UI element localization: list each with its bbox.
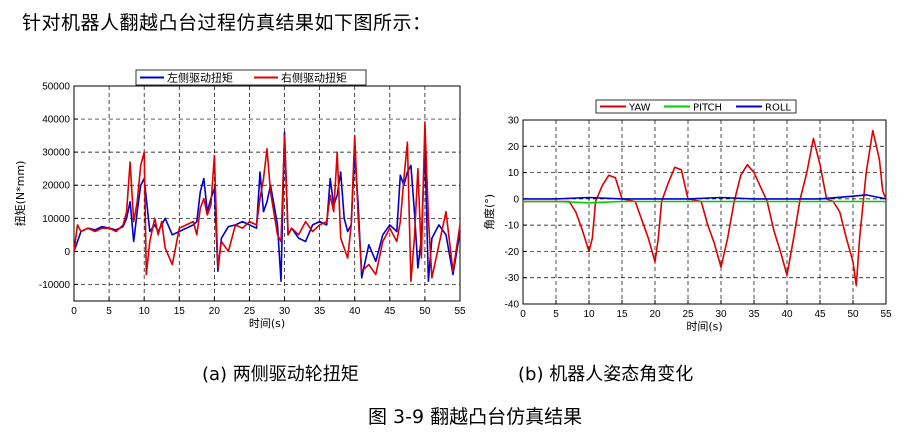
x-tick-label: 10 bbox=[139, 306, 151, 317]
x-tick-label: 45 bbox=[814, 309, 826, 320]
x-tick-label: 15 bbox=[616, 309, 628, 320]
figure-caption: 图 3-9 翻越凸台仿真结果 bbox=[368, 406, 583, 428]
x-tick-label: 30 bbox=[279, 306, 291, 317]
legend-label: YAW bbox=[628, 103, 651, 114]
y-tick-label: -40 bbox=[505, 300, 520, 311]
series-line-PITCH bbox=[523, 200, 886, 204]
y-tick-label: 40000 bbox=[42, 115, 70, 126]
x-tick-label: 35 bbox=[314, 306, 326, 317]
caption-a: (a) 两侧驱动轮扭矩 bbox=[202, 364, 359, 385]
y-tick-label: 0 bbox=[513, 194, 519, 205]
y-axis-label: 扭矩(N*mm) bbox=[13, 161, 27, 227]
series-line-YAW bbox=[523, 129, 887, 287]
legend-box bbox=[135, 69, 367, 86]
legend-label: 右侧驱动扭矩 bbox=[281, 71, 347, 85]
y-tick-label: -10000 bbox=[39, 280, 71, 291]
x-tick-label: 25 bbox=[244, 306, 256, 317]
y-tick-label: 50000 bbox=[42, 82, 70, 93]
x-tick-label: 0 bbox=[71, 306, 77, 317]
intro-text: 针对机器人翻越凸台过程仿真结果如下图所示： bbox=[22, 12, 432, 34]
x-tick-label: 55 bbox=[454, 306, 466, 317]
y-tick-label: -10 bbox=[505, 221, 520, 232]
y-axis-label: 角度(°) bbox=[482, 194, 496, 230]
y-tick-label: 10000 bbox=[42, 214, 70, 225]
x-axis-label: 时间(s) bbox=[686, 320, 722, 333]
x-tick-label: 5 bbox=[553, 309, 559, 320]
x-axis-label: 时间(s) bbox=[249, 317, 285, 330]
y-tick-label: -20 bbox=[505, 247, 520, 258]
x-tick-label: 25 bbox=[682, 309, 694, 320]
x-tick-label: 40 bbox=[349, 306, 361, 317]
series-line-ROLL bbox=[523, 194, 887, 200]
y-tick-label: 30 bbox=[508, 116, 520, 127]
x-tick-label: 50 bbox=[419, 306, 431, 317]
x-tick-label: 55 bbox=[880, 309, 892, 320]
x-tick-label: 40 bbox=[781, 309, 793, 320]
x-tick-label: 30 bbox=[715, 309, 727, 320]
x-tick-label: 35 bbox=[748, 309, 760, 320]
y-tick-label: 20000 bbox=[42, 181, 70, 192]
legend-label: ROLL bbox=[765, 103, 791, 114]
x-tick-label: 45 bbox=[384, 306, 396, 317]
caption-b: (b) 机器人姿态角变化 bbox=[518, 364, 694, 385]
x-tick-label: 15 bbox=[174, 306, 186, 317]
legend-label: PITCH bbox=[693, 103, 722, 114]
x-tick-label: 20 bbox=[209, 306, 221, 317]
x-tick-label: 5 bbox=[106, 306, 112, 317]
x-tick-label: 0 bbox=[520, 309, 526, 320]
x-tick-label: 10 bbox=[583, 309, 595, 320]
legend-label: 左侧驱动扭矩 bbox=[167, 71, 233, 85]
x-tick-label: 50 bbox=[847, 309, 859, 320]
legend-box bbox=[595, 99, 797, 114]
y-tick-label: 10 bbox=[508, 168, 520, 179]
y-tick-label: 30000 bbox=[42, 148, 70, 159]
y-tick-label: -30 bbox=[505, 273, 520, 284]
y-tick-label: 0 bbox=[64, 247, 70, 258]
series-line-右侧驱动扭矩 bbox=[73, 121, 461, 282]
y-tick-label: 20 bbox=[508, 142, 520, 153]
x-tick-label: 20 bbox=[649, 309, 661, 320]
